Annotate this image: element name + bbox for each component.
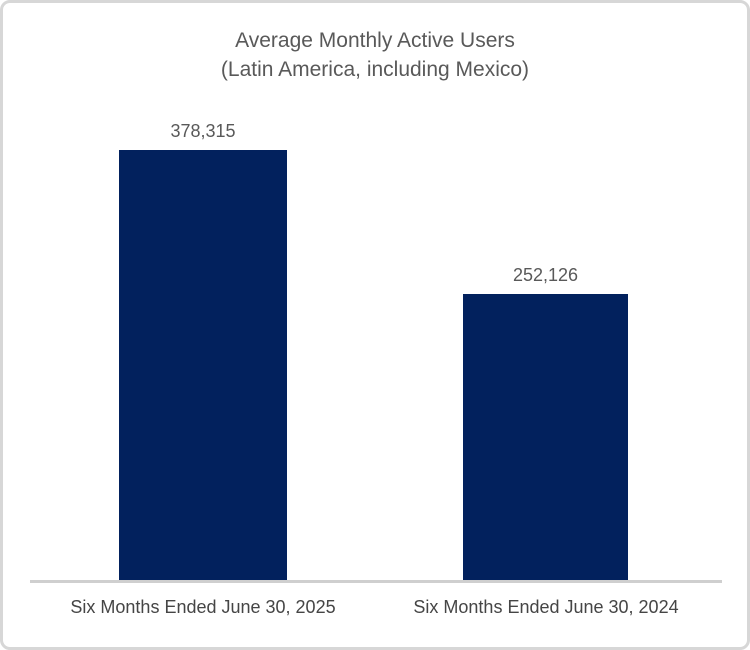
bar-2025 [119, 150, 287, 581]
value-label-2025: 378,315 [170, 121, 236, 141]
category-label-2024: Six Months Ended June 30, 2024 [413, 597, 679, 617]
bar-2024 [463, 294, 628, 581]
bar-group-2025: 378,315 [119, 119, 287, 581]
value-label-2024: 252,126 [512, 265, 579, 285]
chart-title: Average Monthly Active Users [235, 29, 515, 52]
bar-group-2024: 252,126 [463, 263, 628, 581]
chart-subtitle: (Latin America, including Mexico) [220, 58, 530, 81]
chart-title-block: Average Monthly Active Users (Latin Amer… [3, 26, 747, 84]
category-label-2025: Six Months Ended June 30, 2025 [70, 597, 336, 617]
x-axis-line [30, 580, 722, 583]
